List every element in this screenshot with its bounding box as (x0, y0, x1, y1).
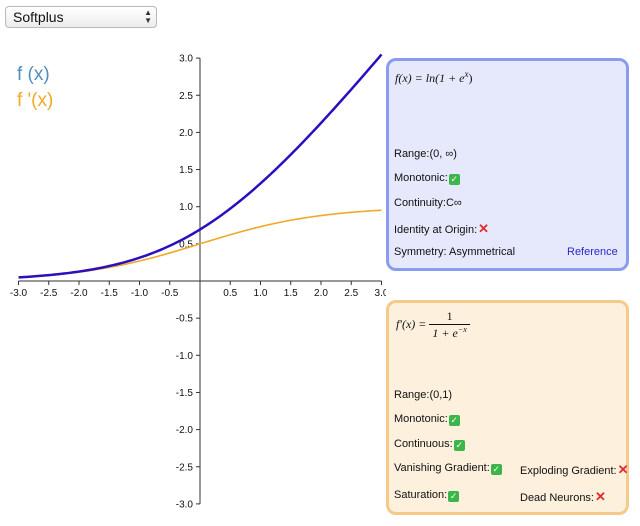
fprime-monotonic-label: Monotonic: (394, 413, 448, 425)
y-tick-label: -3.0 (176, 499, 194, 510)
f-formula-exp: x (464, 69, 469, 79)
fprime-saturation-label: Saturation: (394, 489, 448, 501)
f-identity: Identity at Origin:✕ (394, 221, 489, 237)
fprime-continuous-label: Continuous: (394, 438, 453, 450)
y-tick-label: -1.5 (176, 388, 194, 399)
reference-link[interactable]: Reference (567, 246, 618, 258)
legend-fprime: f '(x) (17, 90, 54, 111)
y-tick-label: 1.0 (179, 202, 193, 213)
fprime-vanishing: Vanishing Gradient: ✓ (394, 462, 502, 475)
x-tick-label: -0.5 (161, 288, 179, 299)
y-tick-label: 0.5 (179, 239, 193, 250)
fprime-dead-neurons: Dead Neurons:✕ (520, 489, 606, 505)
f-continuity: Continuity:C∞ (394, 197, 462, 209)
f-monotonic: Monotonic: ✓ (394, 172, 460, 185)
check-icon: ✓ (490, 464, 502, 475)
check-icon: ✓ (448, 174, 460, 185)
x-tick-label: -1.0 (131, 288, 149, 299)
x-tick-label: 3.0 (375, 288, 386, 299)
fprime-exploding-label: Exploding Gradient: (520, 465, 617, 477)
f-formula-text: f(x) = ln(1 + e (395, 71, 465, 85)
x-tick-label: -2.5 (40, 288, 58, 299)
function-selector-value: Softplus (13, 9, 64, 25)
check-icon: ✓ (453, 440, 465, 451)
function-info-panel: f(x) = ln(1 + ex) Range:(0, ∞) Monotonic… (386, 58, 629, 271)
f-formula-tail: ) (468, 71, 473, 85)
y-tick-label: -2.0 (176, 425, 194, 436)
cross-icon: ✕ (595, 489, 606, 504)
x-tick-label: 1.5 (284, 288, 298, 299)
legend-f: f (x) (17, 64, 50, 85)
x-tick-label: -1.5 (101, 288, 119, 299)
f-formula: f(x) = ln(1 + ex) (395, 69, 473, 86)
y-tick-label: 3.0 (179, 54, 193, 65)
function-selector[interactable]: Softplus ▲ ▼ (5, 6, 157, 28)
fprime-range: Range:(0,1) (394, 389, 453, 401)
y-tick-label: -1.0 (176, 351, 194, 362)
fprime-den-text: 1 + e (432, 326, 458, 340)
x-tick-label: 1.0 (254, 288, 268, 299)
f-monotonic-label: Monotonic: (394, 172, 448, 184)
fprime-numerator: 1 (429, 309, 470, 325)
function-plot: -3.0 -2.5 -2.0 -1.5 -1.0 -0.5 0.5 1.0 1.5 2.0 2.5 3… (10, 53, 386, 511)
x-tick-label: 2.0 (314, 288, 328, 299)
series-line-f (18, 53, 383, 279)
chevron-up-down-icon: ▲ ▼ (144, 8, 152, 25)
f-symmetry: Symmetry: Asymmetrical (394, 246, 516, 258)
y-tick-label: -2.5 (176, 462, 194, 473)
fprime-dead-label: Dead Neurons: (520, 492, 594, 504)
fprime-fraction: 1 1 + e−x (429, 309, 470, 341)
y-tick-label: -0.5 (176, 314, 194, 325)
derivative-info-panel: f′(x) = 1 1 + e−x Range:(0,1) Monotonic:… (386, 300, 629, 515)
fprime-continuous: Continuous: ✓ (394, 438, 465, 451)
y-tick-label: 2.5 (179, 91, 193, 102)
fprime-den-exp: −x (457, 325, 467, 334)
y-tick-label: 1.5 (179, 165, 193, 176)
y-tick-label: 2.0 (179, 128, 193, 139)
cross-icon: ✕ (617, 462, 629, 477)
x-tick-label: 2.5 (344, 288, 358, 299)
fprime-formula: f′(x) = 1 1 + e−x (396, 309, 470, 341)
fprime-denominator: 1 + e−x (429, 325, 469, 341)
x-tick-label: 0.5 (223, 288, 237, 299)
x-tick-label: -2.0 (70, 288, 88, 299)
x-tick-label: -3.0 (10, 288, 28, 299)
f-identity-label: Identity at Origin: (394, 224, 478, 236)
cross-icon: ✕ (478, 221, 490, 236)
fprime-monotonic: Monotonic: ✓ (394, 413, 460, 426)
fprime-exploding: Exploding Gradient:✕ (520, 462, 629, 478)
check-icon: ✓ (448, 491, 460, 502)
fprime-saturation: Saturation: ✓ (394, 489, 460, 502)
check-icon: ✓ (448, 415, 460, 426)
fprime-vanishing-label: Vanishing Gradient: (394, 462, 490, 474)
f-range: Range:(0, ∞) (394, 148, 457, 160)
fprime-formula-text: f′(x) = (396, 316, 427, 331)
